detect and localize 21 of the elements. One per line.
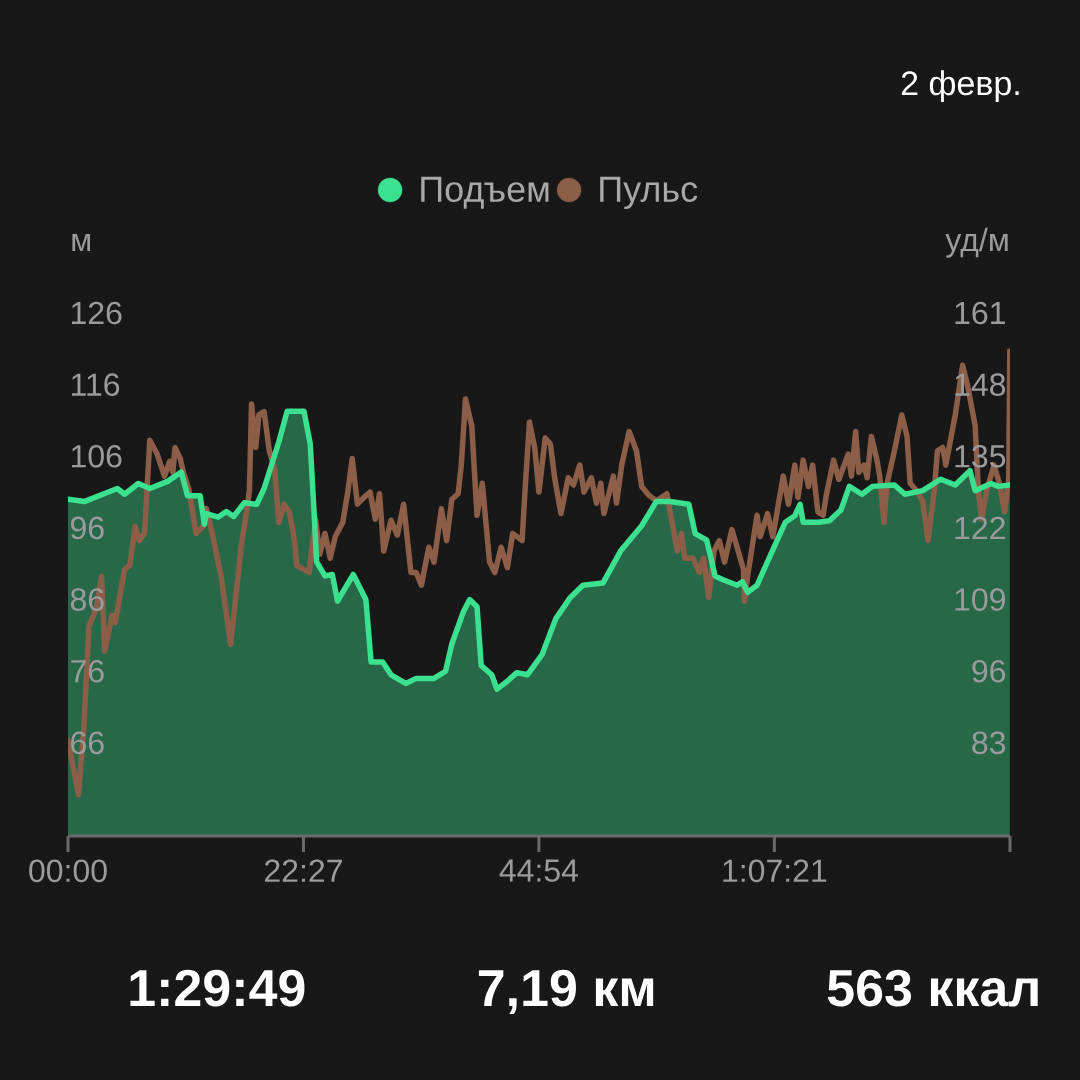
x-tick-label: 1:07:21 (723, 859, 827, 883)
legend-label: Подъем (421, 176, 549, 209)
x-tick-label: 22:27 (265, 859, 342, 882)
y2-tick-label: 109 (955, 588, 1005, 611)
y-tick-label: 126 (71, 301, 122, 325)
y2-tick-label: 122 (955, 516, 1005, 540)
y-axis-title: м (72, 234, 90, 251)
legend-label: Пульс (600, 176, 698, 210)
y-tick-label: 106 (71, 444, 122, 468)
y-tick-label: 96 (71, 516, 104, 540)
text: 563 ккал (827, 969, 1038, 1007)
y-tick-label: 116 (71, 373, 120, 396)
text: 7,19 км (478, 969, 654, 1015)
chart-title: 2 февр. (901, 70, 1019, 103)
x-tick-label: 44:54 (499, 859, 578, 882)
y2-tick-label: 83 (972, 731, 1006, 755)
y2-axis-title: уд/м (945, 227, 1008, 258)
y2-tick-label: 96 (972, 659, 1006, 683)
y2-tick-label: 161 (955, 301, 1005, 325)
text: 1:29:49 (130, 969, 305, 1007)
x-tick-label: 00:00 (29, 859, 107, 883)
